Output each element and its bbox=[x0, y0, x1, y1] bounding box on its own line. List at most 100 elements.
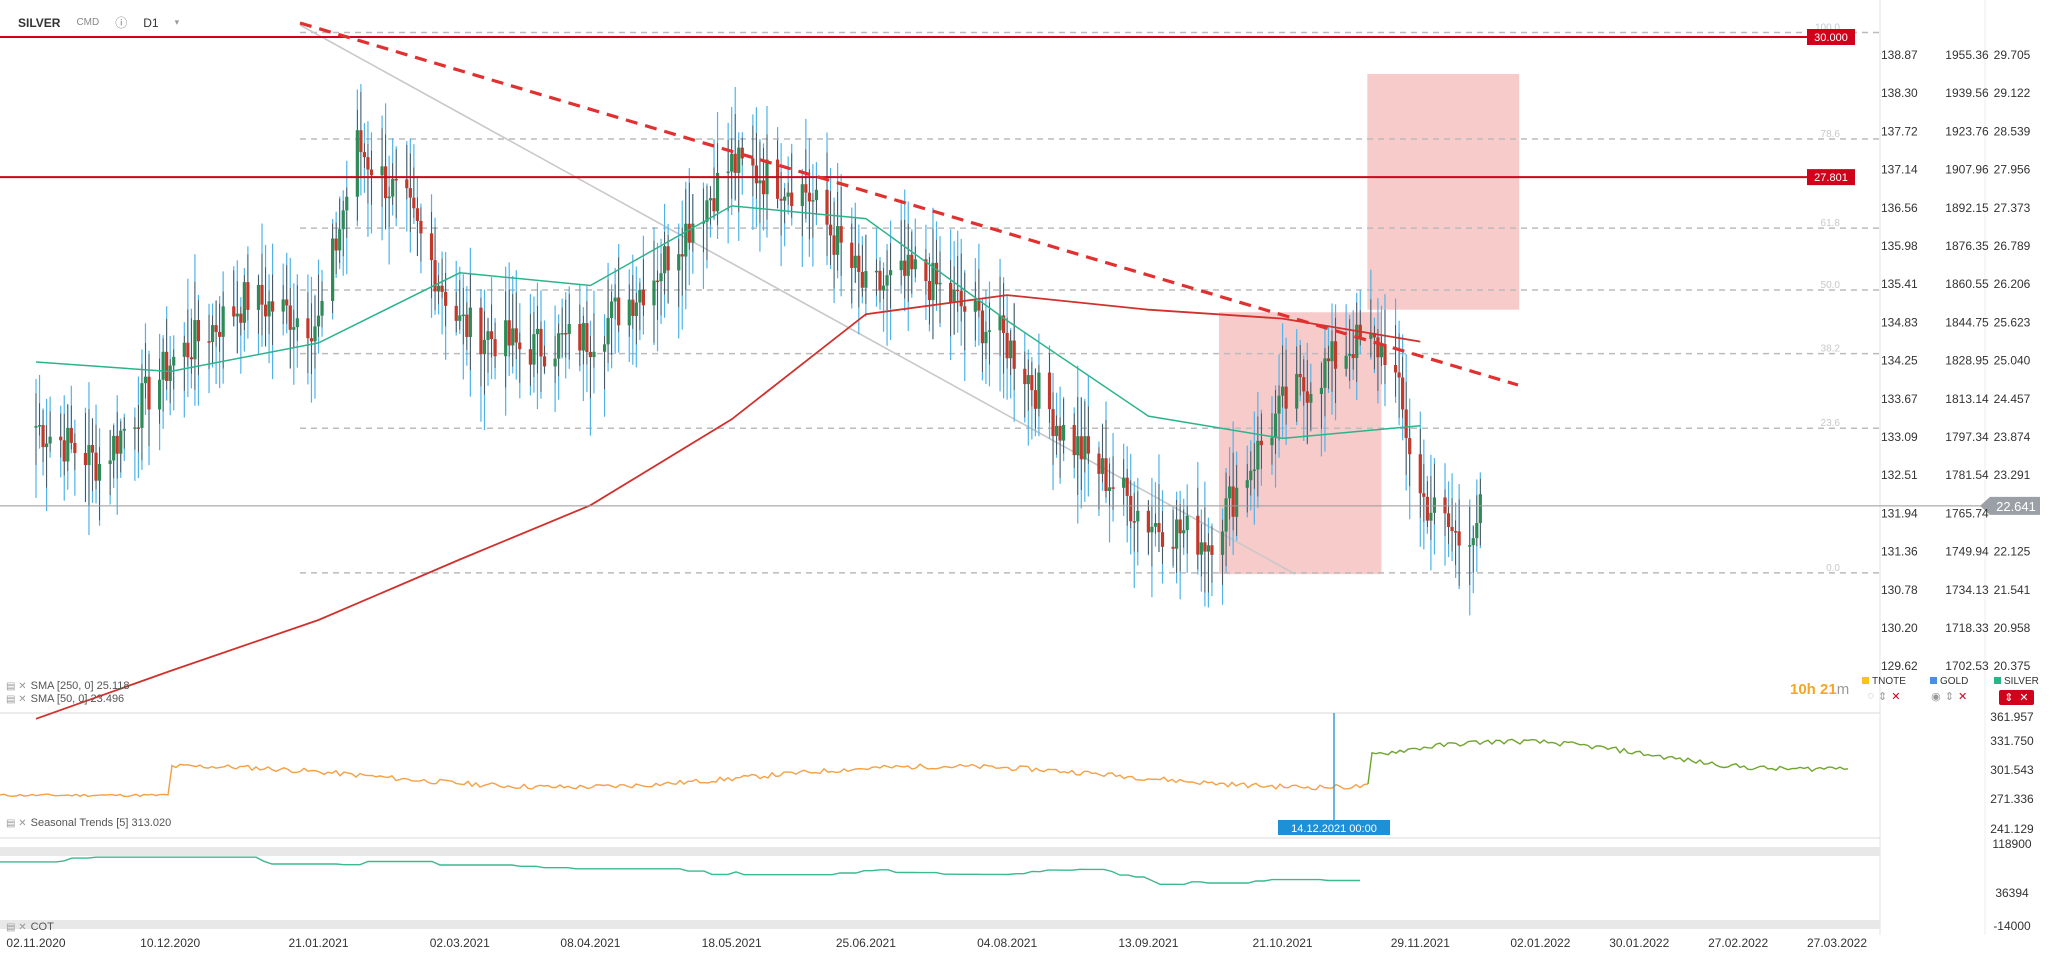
candle-body bbox=[433, 260, 437, 292]
candle-body bbox=[1429, 512, 1433, 521]
candle-body bbox=[341, 210, 345, 230]
silver-controls[interactable]: ⇕ ✕ bbox=[1999, 690, 2034, 705]
candle-body bbox=[913, 259, 917, 270]
candle-body bbox=[1432, 497, 1437, 513]
candle-body bbox=[542, 356, 547, 367]
y-axis-tick-compare2: 1907.96 bbox=[1945, 163, 1989, 177]
candle-body bbox=[535, 328, 540, 335]
candle-body bbox=[267, 301, 271, 317]
sma50-legend[interactable]: ▤ ✕ SMA [50, 0] 23.496 bbox=[6, 693, 125, 705]
candle-body bbox=[1129, 495, 1133, 522]
y-axis-tick-main: 29.705 bbox=[1994, 48, 2031, 62]
trendline bbox=[299, 21, 1519, 387]
candle-body bbox=[1160, 532, 1165, 547]
sma250-legend[interactable]: ▤ ✕ SMA [250, 0] 25.118 bbox=[6, 680, 130, 692]
candle-body bbox=[1256, 440, 1260, 470]
candle-body bbox=[1062, 425, 1066, 441]
candle-body bbox=[1401, 377, 1405, 410]
x-axis-tick: 21.10.2021 bbox=[1253, 936, 1313, 950]
candle-body bbox=[444, 291, 448, 306]
candle-body bbox=[906, 254, 910, 276]
candle-body bbox=[564, 333, 568, 335]
candle-body bbox=[931, 262, 935, 301]
eye-icon[interactable]: ◌ bbox=[1867, 690, 1874, 702]
close-icon[interactable]: ✕ bbox=[1891, 691, 1901, 703]
reorder-icon[interactable]: ⇕ bbox=[1944, 691, 1954, 703]
candle-body bbox=[1033, 390, 1037, 409]
candle-body bbox=[800, 184, 804, 207]
candle-body bbox=[1475, 523, 1479, 539]
close-icon[interactable]: ✕ bbox=[1957, 691, 1968, 703]
y-axis-tick-compare2: 1892.15 bbox=[1945, 201, 1989, 215]
y-axis-tick-compare1: 133.09 bbox=[1881, 430, 1918, 444]
y-axis-tick-compare2: 1939.56 bbox=[1945, 86, 1989, 100]
resistance-label: 27.801 bbox=[1814, 172, 1848, 184]
candle-body bbox=[1009, 340, 1013, 359]
fib-level-label: 0.0 bbox=[1826, 563, 1840, 574]
candle-body bbox=[391, 178, 395, 197]
candle-body bbox=[309, 338, 314, 342]
compare-tnote[interactable]: TNOTE ◌ ⇕ ✕ bbox=[1862, 676, 1906, 703]
seasonal-y-tick: 271.336 bbox=[1990, 792, 2034, 806]
reorder-icon[interactable]: ⇕ bbox=[1878, 691, 1888, 703]
settings-icon[interactable]: ▤ ✕ bbox=[6, 921, 27, 933]
candle-body bbox=[108, 460, 112, 464]
seasonal-legend[interactable]: ▤ ✕ Seasonal Trends [5] 313.020 bbox=[6, 817, 172, 829]
candle-body bbox=[168, 365, 172, 381]
candle-body bbox=[1408, 438, 1412, 455]
y-axis-tick-main: 29.122 bbox=[1994, 86, 2031, 100]
candles bbox=[34, 84, 1482, 616]
candle-body bbox=[652, 280, 656, 306]
candle-body bbox=[984, 331, 988, 344]
seasonal-y-tick: 301.543 bbox=[1990, 763, 2034, 777]
y-axis-tick-compare1: 131.36 bbox=[1881, 545, 1918, 559]
cot-y-tick: 36394 bbox=[1995, 886, 2029, 900]
pane-separator-bar bbox=[0, 847, 1880, 856]
cot-legend[interactable]: ▤ ✕ COT bbox=[6, 921, 54, 933]
candle-body bbox=[1037, 372, 1041, 409]
candle-body bbox=[359, 130, 363, 153]
symbol-name[interactable]: SILVER bbox=[18, 15, 61, 30]
candle-body bbox=[857, 255, 861, 272]
x-axis-tick: 21.01.2021 bbox=[288, 936, 348, 950]
seasonal-y-tick: 361.957 bbox=[1990, 710, 2034, 724]
y-axis-tick-compare2: 1923.76 bbox=[1945, 124, 1989, 138]
candle-body bbox=[193, 320, 197, 360]
eye-icon[interactable]: ◉ bbox=[1931, 691, 1941, 703]
candle-body bbox=[66, 427, 70, 462]
candle-body bbox=[987, 330, 992, 332]
settings-icon[interactable]: ▤ ✕ bbox=[6, 817, 27, 829]
settings-icon[interactable]: ▤ ✕ bbox=[6, 680, 27, 692]
settings-icon[interactable]: ▤ ✕ bbox=[6, 693, 27, 705]
fib-level-label: 100.0 bbox=[1815, 23, 1840, 34]
candle-body bbox=[331, 238, 335, 301]
candle-body bbox=[952, 289, 956, 303]
candle-body bbox=[73, 442, 77, 454]
timeframe-selector[interactable]: D1 bbox=[143, 15, 159, 30]
date-marker-label: 14.12.2021 00:00 bbox=[1291, 823, 1377, 835]
candle-body bbox=[1083, 436, 1087, 460]
candle-body bbox=[514, 328, 518, 343]
chevron-down-icon[interactable]: ▾ bbox=[174, 17, 180, 27]
candle-body bbox=[232, 306, 236, 317]
candle-body bbox=[189, 357, 193, 360]
candle-body bbox=[1051, 409, 1055, 437]
candle-body bbox=[338, 229, 342, 251]
candle-body bbox=[899, 260, 903, 271]
candle-body bbox=[186, 342, 190, 358]
y-axis-tick-main: 28.539 bbox=[1994, 124, 2031, 138]
compare-gold[interactable]: GOLD ◉ ⇕ ✕ bbox=[1930, 676, 1969, 703]
candle-body bbox=[680, 254, 684, 257]
candle-body bbox=[1100, 458, 1105, 474]
candle-body bbox=[34, 426, 38, 428]
resistance-badge bbox=[1807, 29, 1855, 45]
reorder-icon: ⇕ bbox=[2004, 692, 2014, 704]
candle-body bbox=[779, 198, 783, 201]
candle-body bbox=[436, 285, 441, 292]
y-axis-tick-compare1: 129.62 bbox=[1881, 659, 1918, 673]
candle-body bbox=[1220, 531, 1225, 555]
candle-body bbox=[115, 435, 119, 454]
info-icon[interactable]: ⓘ bbox=[115, 16, 128, 30]
compare-silver[interactable]: SILVER ⇕ ✕ bbox=[1994, 676, 2039, 705]
